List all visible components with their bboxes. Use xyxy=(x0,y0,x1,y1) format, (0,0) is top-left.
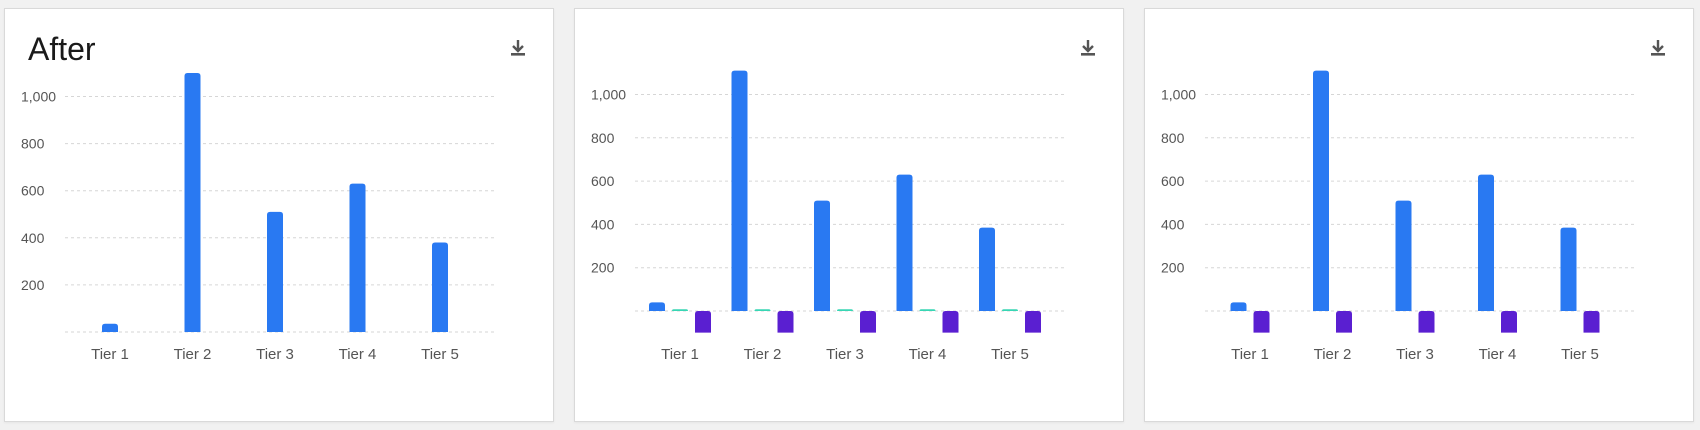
y-tick-label: 1,000 xyxy=(21,89,56,105)
bar xyxy=(695,311,711,333)
download-icon xyxy=(511,40,525,56)
bar xyxy=(1395,200,1412,311)
bar xyxy=(1313,70,1329,311)
download-button[interactable] xyxy=(1077,37,1099,59)
x-tick-label: Tier 3 xyxy=(1396,346,1434,363)
x-tick-label: Tier 5 xyxy=(1561,346,1599,363)
bar xyxy=(349,183,366,332)
bar xyxy=(731,70,748,311)
x-tick-label: Tier 2 xyxy=(174,346,212,363)
y-tick-label: 800 xyxy=(21,136,45,152)
x-tick-label: Tier 1 xyxy=(91,346,129,363)
x-tick-label: Tier 2 xyxy=(1314,346,1352,363)
bar-chart: 200 400 600 800 1,000 Tier 1 Tier 2 Tier 3 Tier … xyxy=(1161,70,1635,363)
bar xyxy=(896,174,913,311)
download-icon xyxy=(1081,40,1095,56)
bar xyxy=(1478,174,1494,311)
y-tick-label: 200 xyxy=(21,277,45,293)
download-button[interactable] xyxy=(1647,37,1669,59)
y-tick-label: 600 xyxy=(1161,173,1185,189)
y-tick-label: 800 xyxy=(591,130,615,146)
y-tick-label: 600 xyxy=(21,183,45,199)
bar xyxy=(1583,311,1600,333)
bar xyxy=(1025,311,1041,333)
chart-card-middle: 200 400 600 800 1,000 Tier 1 Tier 2 Tier 3 Tier … xyxy=(574,8,1124,422)
bar xyxy=(1501,311,1517,333)
y-tick-label: 200 xyxy=(1161,260,1185,276)
download-icon xyxy=(1651,40,1665,56)
x-tick-label: Tier 5 xyxy=(421,346,459,363)
bar xyxy=(672,309,688,311)
bar xyxy=(942,311,959,333)
x-tick-label: Tier 5 xyxy=(991,346,1029,363)
y-tick-label: 400 xyxy=(591,216,615,232)
y-tick-label: 600 xyxy=(591,173,615,189)
bar xyxy=(919,309,936,311)
bar xyxy=(1230,302,1247,311)
bar xyxy=(1560,227,1577,311)
chart-card-right: 200 400 600 800 1,000 Tier 1 Tier 2 Tier 3 Tier … xyxy=(1144,8,1694,422)
bar xyxy=(1002,309,1018,311)
y-tick-label: 1,000 xyxy=(1161,87,1196,103)
bar xyxy=(754,309,771,311)
bar xyxy=(1336,311,1352,333)
x-tick-label: Tier 4 xyxy=(339,346,377,363)
bar xyxy=(837,309,853,311)
y-tick-label: 1,000 xyxy=(591,87,626,103)
x-tick-label: Tier 2 xyxy=(744,346,782,363)
y-tick-label: 200 xyxy=(591,260,615,276)
bar xyxy=(102,323,118,332)
x-tick-label: Tier 4 xyxy=(909,346,947,363)
bar xyxy=(432,242,448,332)
x-tick-label: Tier 3 xyxy=(826,346,864,363)
chart-title: After xyxy=(28,31,96,67)
x-tick-label: Tier 1 xyxy=(661,346,699,363)
bar xyxy=(860,311,876,333)
bar xyxy=(814,200,830,311)
bar xyxy=(777,311,794,333)
bar xyxy=(267,211,283,332)
bar xyxy=(184,72,201,332)
x-tick-label: Tier 3 xyxy=(256,346,294,363)
bar xyxy=(1418,311,1435,333)
y-tick-label: 400 xyxy=(21,230,45,246)
y-tick-label: 800 xyxy=(1161,130,1185,146)
x-tick-label: Tier 4 xyxy=(1479,346,1517,363)
bar-chart: 200 400 600 800 1,000 Tier 1 Tier 2 Tier 3 Tier … xyxy=(591,70,1065,363)
bar xyxy=(1253,311,1270,333)
y-tick-label: 400 xyxy=(1161,216,1185,232)
bar-chart: 200 400 600 800 1,000 Tier 1 Tier 2 Tier 3 Tier … xyxy=(21,72,495,363)
chart-card-after: After 200 400 600 800 1,000 Tier 1 Tier 2 Tier … xyxy=(4,8,554,422)
x-tick-label: Tier 1 xyxy=(1231,346,1269,363)
bar xyxy=(649,302,665,311)
download-button[interactable] xyxy=(507,37,529,59)
bar xyxy=(979,227,995,311)
